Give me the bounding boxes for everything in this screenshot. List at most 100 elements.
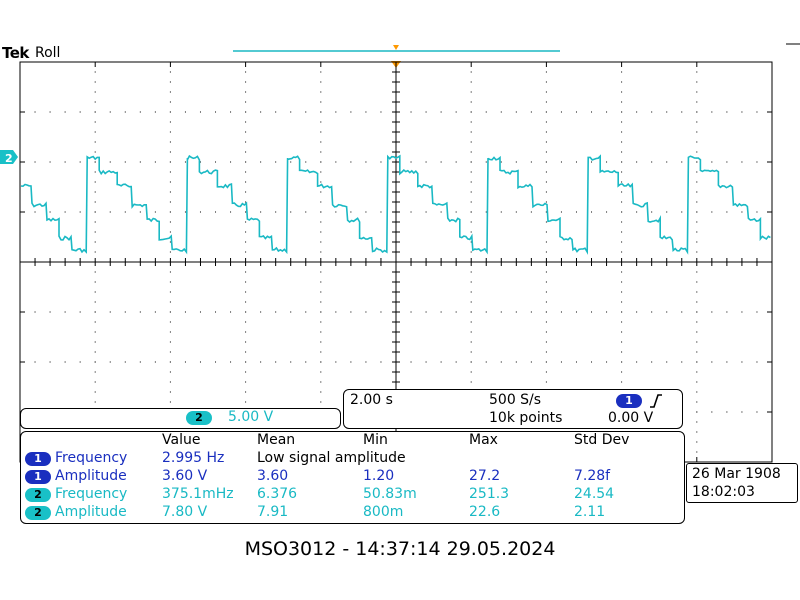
grid-dot: [124, 361, 126, 363]
grid-dot: [184, 311, 186, 313]
grid-dot: [260, 311, 262, 313]
timebase-readout[interactable]: 2.00 s 500 S/s 10k points 1 0.00 V: [343, 389, 683, 429]
grid-dot: [139, 311, 141, 313]
measurement-cell: 24.54: [574, 486, 615, 502]
measurement-name: Frequency: [55, 486, 128, 502]
grid-dot: [320, 71, 322, 73]
grid-dot: [621, 241, 623, 243]
grid-dot: [94, 391, 96, 393]
grid-dot: [199, 161, 201, 163]
trigger-source-badge: 1: [616, 394, 642, 408]
grid-dot: [485, 311, 487, 313]
record-length: 10k points: [489, 410, 563, 426]
measurement-cell: 6.376: [257, 486, 298, 502]
grid-dot: [545, 71, 547, 73]
grid-dot: [425, 161, 427, 163]
grid-dot: [696, 401, 698, 403]
grid-dot: [410, 161, 412, 163]
measurement-cell: 27.2: [469, 468, 501, 484]
grid-dot: [320, 391, 322, 393]
grid-dot: [470, 211, 472, 213]
grid-dot: [621, 281, 623, 283]
grid-dot: [109, 161, 111, 163]
grid-dot: [545, 271, 547, 273]
grid-dot: [696, 241, 698, 243]
grid-dot: [245, 141, 247, 143]
grid-dot: [470, 241, 472, 243]
grid-dot: [410, 111, 412, 113]
row-channel-badge: 2: [25, 506, 51, 520]
grid-dot: [260, 111, 262, 113]
grid-dot: [94, 201, 96, 203]
grid-dot: [245, 101, 247, 103]
grid-dot: [260, 361, 262, 363]
grid-dot: [94, 91, 96, 93]
grid-dot: [470, 191, 472, 193]
grid-dot: [666, 361, 668, 363]
grid-dot: [94, 71, 96, 73]
grid-dot: [320, 91, 322, 93]
grid-dot: [545, 351, 547, 353]
grid-dot: [545, 171, 547, 173]
grid-dot: [169, 381, 171, 383]
grid-dot: [230, 111, 232, 113]
grid-dot: [425, 111, 427, 113]
grid-dot: [696, 311, 698, 313]
grid-dot: [320, 381, 322, 383]
grid-dot: [591, 311, 593, 313]
grid-dot: [380, 211, 382, 213]
grid-dot: [169, 211, 171, 213]
grid-dot: [545, 321, 547, 323]
grid-dot: [124, 211, 126, 213]
footer-caption: MSO3012 - 14:37:14 29.05.2024: [244, 538, 556, 560]
grid-dot: [726, 161, 728, 163]
grid-dot: [530, 111, 532, 113]
grid-dot: [545, 371, 547, 373]
grid-dot: [320, 81, 322, 83]
grid-dot: [350, 361, 352, 363]
grid-dot: [79, 161, 81, 163]
ch2-marker-icon: 2: [0, 150, 18, 165]
grid-dot: [410, 311, 412, 313]
grid-dot: [545, 361, 547, 363]
grid-dot: [621, 221, 623, 223]
grid-dot: [696, 441, 698, 443]
grid-dot: [245, 321, 247, 323]
grid-dot: [696, 431, 698, 433]
grid-dot: [320, 371, 322, 373]
row-channel-badge: 2: [25, 488, 51, 502]
grid-dot: [621, 111, 623, 113]
acquisition-mode-label: Roll: [35, 45, 61, 61]
grid-dot: [320, 151, 322, 153]
grid-dot: [184, 361, 186, 363]
grid-dot: [696, 251, 698, 253]
grid-dot: [169, 351, 171, 353]
grid-dot: [245, 361, 247, 363]
grid-dot: [139, 161, 141, 163]
grid-dot: [124, 311, 126, 313]
grid-dot: [621, 121, 623, 123]
grid-dot: [621, 291, 623, 293]
grid-dot: [696, 391, 698, 393]
grid-dot: [696, 181, 698, 183]
grid-dot: [425, 311, 427, 313]
grid-dot: [215, 111, 217, 113]
grid-dot: [530, 161, 532, 163]
ch2-scale-readout[interactable]: 2 5.00 V: [20, 408, 341, 429]
grid-dot: [290, 111, 292, 113]
grid-dot: [49, 161, 51, 163]
grid-dot: [350, 211, 352, 213]
grid-dot: [530, 211, 532, 213]
grid-dot: [169, 121, 171, 123]
grid-dot: [94, 151, 96, 153]
grid-dot: [94, 321, 96, 323]
grid-dot: [621, 131, 623, 133]
grid-dot: [94, 111, 96, 113]
grid-dot: [49, 311, 51, 313]
col-header-mean: Mean: [257, 432, 296, 448]
grid-dot: [154, 161, 156, 163]
grid-dot: [696, 151, 698, 153]
grid-dot: [94, 291, 96, 293]
grid-dot: [320, 301, 322, 303]
grid-dot: [320, 111, 322, 113]
